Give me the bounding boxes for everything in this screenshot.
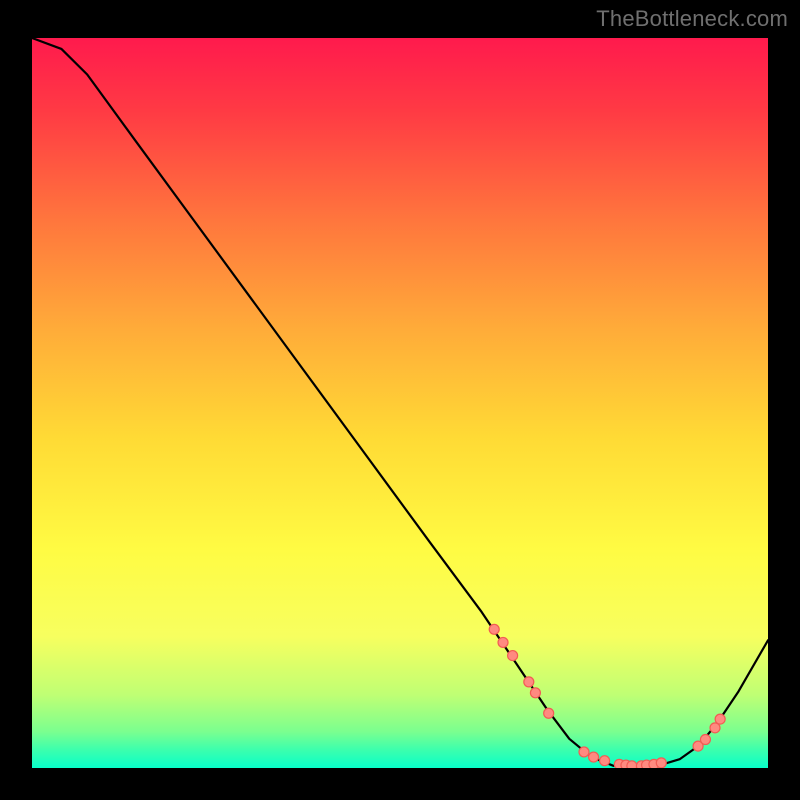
data-marker: [508, 651, 518, 661]
data-marker: [530, 688, 540, 698]
data-marker: [627, 761, 637, 768]
data-marker: [579, 747, 589, 757]
data-marker: [600, 756, 610, 766]
data-marker: [489, 624, 499, 634]
data-marker: [498, 637, 508, 647]
data-marker: [700, 735, 710, 745]
plot-area: [32, 38, 768, 768]
data-marker: [524, 677, 534, 687]
curve-layer: [32, 38, 768, 768]
data-marker: [715, 714, 725, 724]
bottleneck-curve: [32, 38, 768, 768]
attribution-label: TheBottleneck.com: [596, 6, 788, 32]
data-marker: [656, 758, 666, 768]
chart-root: TheBottleneck.com: [0, 0, 800, 800]
data-marker: [544, 708, 554, 718]
data-marker: [589, 752, 599, 762]
